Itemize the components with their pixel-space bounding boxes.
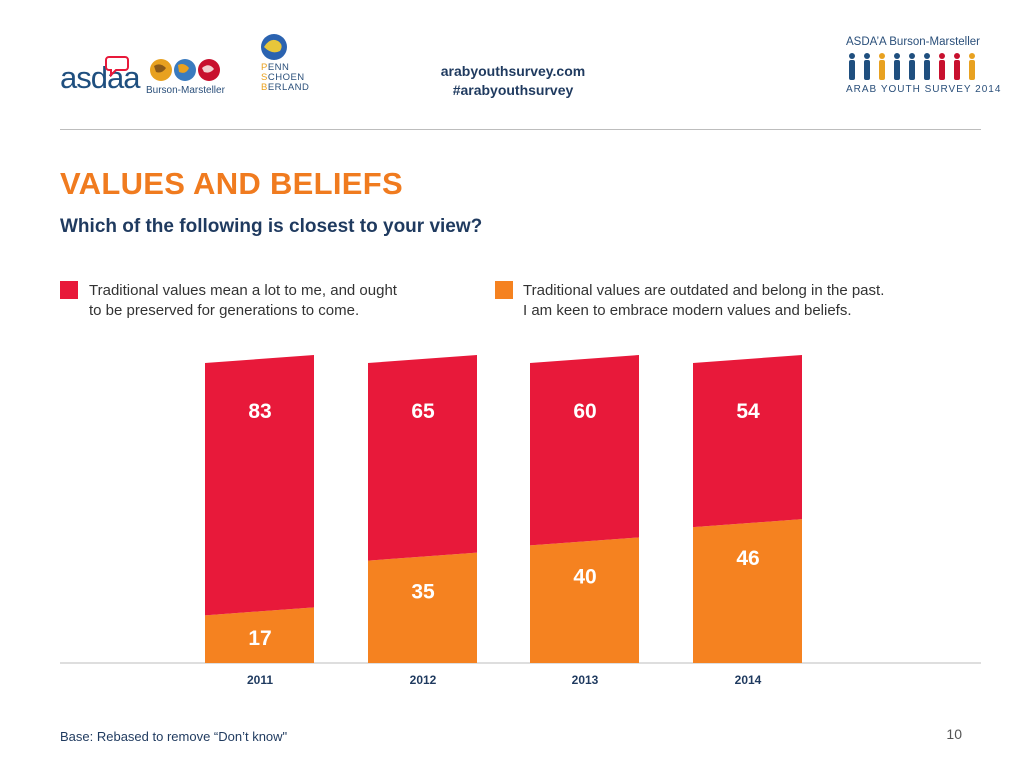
bar-modern-2012 xyxy=(368,552,477,663)
bar-traditional-2011 xyxy=(205,355,314,616)
footer-note: Base: Rebased to remove “Don’t know" xyxy=(60,729,288,744)
youth-figures-icon xyxy=(849,53,975,80)
bar-modern-2011 xyxy=(205,607,314,663)
legend-text-line: to be preserved for generations to come. xyxy=(89,302,360,319)
slide-title: VALUES AND BELIEFS xyxy=(60,166,403,201)
x-tick-label-2011: 2011 xyxy=(247,673,273,687)
data-label-traditional-2013: 60 xyxy=(573,400,596,423)
speech-bubble-icon xyxy=(105,56,129,77)
ays-brand-top: ASDA’A Burson-Marsteller xyxy=(846,36,980,48)
header-links: arabyouthsurvey.com #arabyouthsurvey xyxy=(400,62,626,100)
bar-traditional-2014 xyxy=(693,355,802,528)
data-label-modern-2012: 35 xyxy=(411,581,435,604)
legend-text-line: I am keen to embrace modern values and b… xyxy=(523,302,852,319)
ays-brand-bottom: ARAB YOUTH SURVEY 2014 xyxy=(846,84,1002,95)
bar-traditional-2013 xyxy=(530,355,639,546)
header-divider xyxy=(60,129,981,130)
legend-swatch-traditional xyxy=(60,281,78,299)
x-tick-label-2014: 2014 xyxy=(735,673,762,687)
legend-text-line: Traditional values are outdated and belo… xyxy=(523,282,885,299)
psb-word-3: ERLAND xyxy=(267,82,310,93)
bar-modern-2014 xyxy=(693,519,802,663)
slide-subtitle: Which of the following is closest to you… xyxy=(60,216,483,237)
psb-line-2: SCHOEN xyxy=(261,72,305,83)
data-label-modern-2013: 40 xyxy=(573,565,596,588)
psb-line-3: BERLAND xyxy=(261,82,310,93)
hashtag-text: #arabyouthsurvey xyxy=(452,82,574,98)
globes-icon xyxy=(150,59,220,81)
data-label-traditional-2014: 54 xyxy=(736,400,760,423)
website-link[interactable]: arabyouthsurvey.com xyxy=(440,63,586,79)
bar-traditional-2012 xyxy=(368,355,477,561)
data-label-traditional-2012: 65 xyxy=(411,400,435,423)
legend-swatch-modern xyxy=(495,281,513,299)
bar-modern-2013 xyxy=(530,537,639,663)
psb-word-1: ENN xyxy=(267,62,290,73)
data-label-modern-2011: 17 xyxy=(248,627,271,650)
legend-item-modern: Traditional values are outdated and belo… xyxy=(523,281,884,321)
burson-marsteller-logo: Burson-Marsteller xyxy=(146,85,225,96)
globe-icon xyxy=(261,34,287,60)
data-label-traditional-2011: 83 xyxy=(248,400,271,423)
page-number: 10 xyxy=(946,726,962,742)
stacked-bar-chart: 83 17 2011 65 35 2012 60 40 2013 54 46 2014 xyxy=(60,355,981,687)
legend-text-line: Traditional values mean a lot to me, and… xyxy=(89,282,397,299)
psb-logo: PENN SCHOEN BERLAND xyxy=(261,63,309,93)
x-tick-label-2012: 2012 xyxy=(410,673,437,687)
data-label-modern-2014: 46 xyxy=(736,547,759,570)
legend-item-traditional: Traditional values mean a lot to me, and… xyxy=(89,281,397,321)
psb-word-2: CHOEN xyxy=(267,72,305,83)
psb-line-1: PENN xyxy=(261,62,290,73)
x-tick-label-2013: 2013 xyxy=(572,673,599,687)
